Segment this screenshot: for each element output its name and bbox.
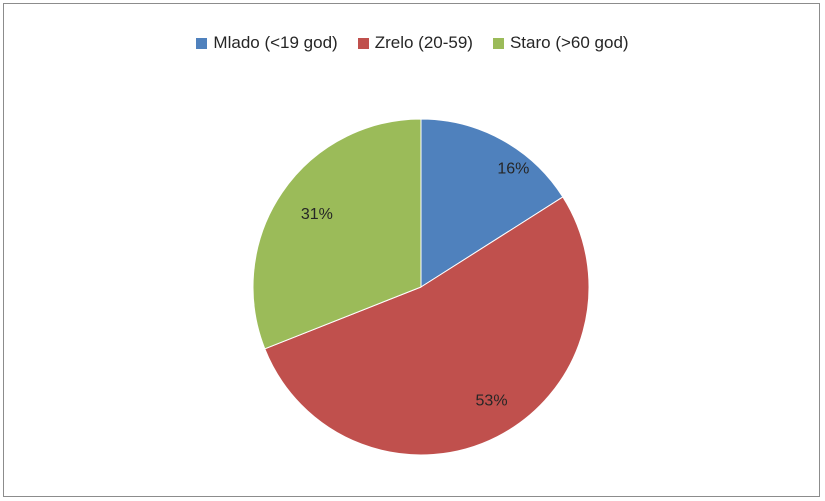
legend-label-mlado: Mlado (<19 god) bbox=[213, 33, 338, 52]
legend-swatch-zrelo bbox=[357, 37, 369, 49]
pie-slice-0 bbox=[420, 118, 564, 288]
legend-label-zrelo: Zrelo (20-59) bbox=[374, 33, 473, 52]
pie-labels: 16% 53% 31% bbox=[301, 161, 530, 410]
legend-swatch-staro bbox=[492, 37, 504, 49]
legend-item-zrelo: Zrelo (20-59) bbox=[357, 33, 473, 53]
chart-legend: Mlado (<19 god) Zrelo (20-59) Staro (>60… bbox=[0, 33, 825, 53]
legend-label-staro: Staro (>60 god) bbox=[509, 33, 629, 52]
pie-label-2: 31% bbox=[301, 206, 333, 223]
legend-item-staro: Staro (>60 god) bbox=[492, 33, 629, 53]
pie-slice-2 bbox=[252, 118, 422, 350]
pie-label-1: 53% bbox=[476, 392, 508, 409]
pie-label-0: 16% bbox=[497, 161, 529, 178]
legend-item-mlado: Mlado (<19 god) bbox=[196, 33, 338, 53]
legend-swatch-mlado bbox=[196, 37, 208, 49]
pie-slices bbox=[252, 118, 590, 456]
pie-slice-1 bbox=[264, 196, 590, 456]
